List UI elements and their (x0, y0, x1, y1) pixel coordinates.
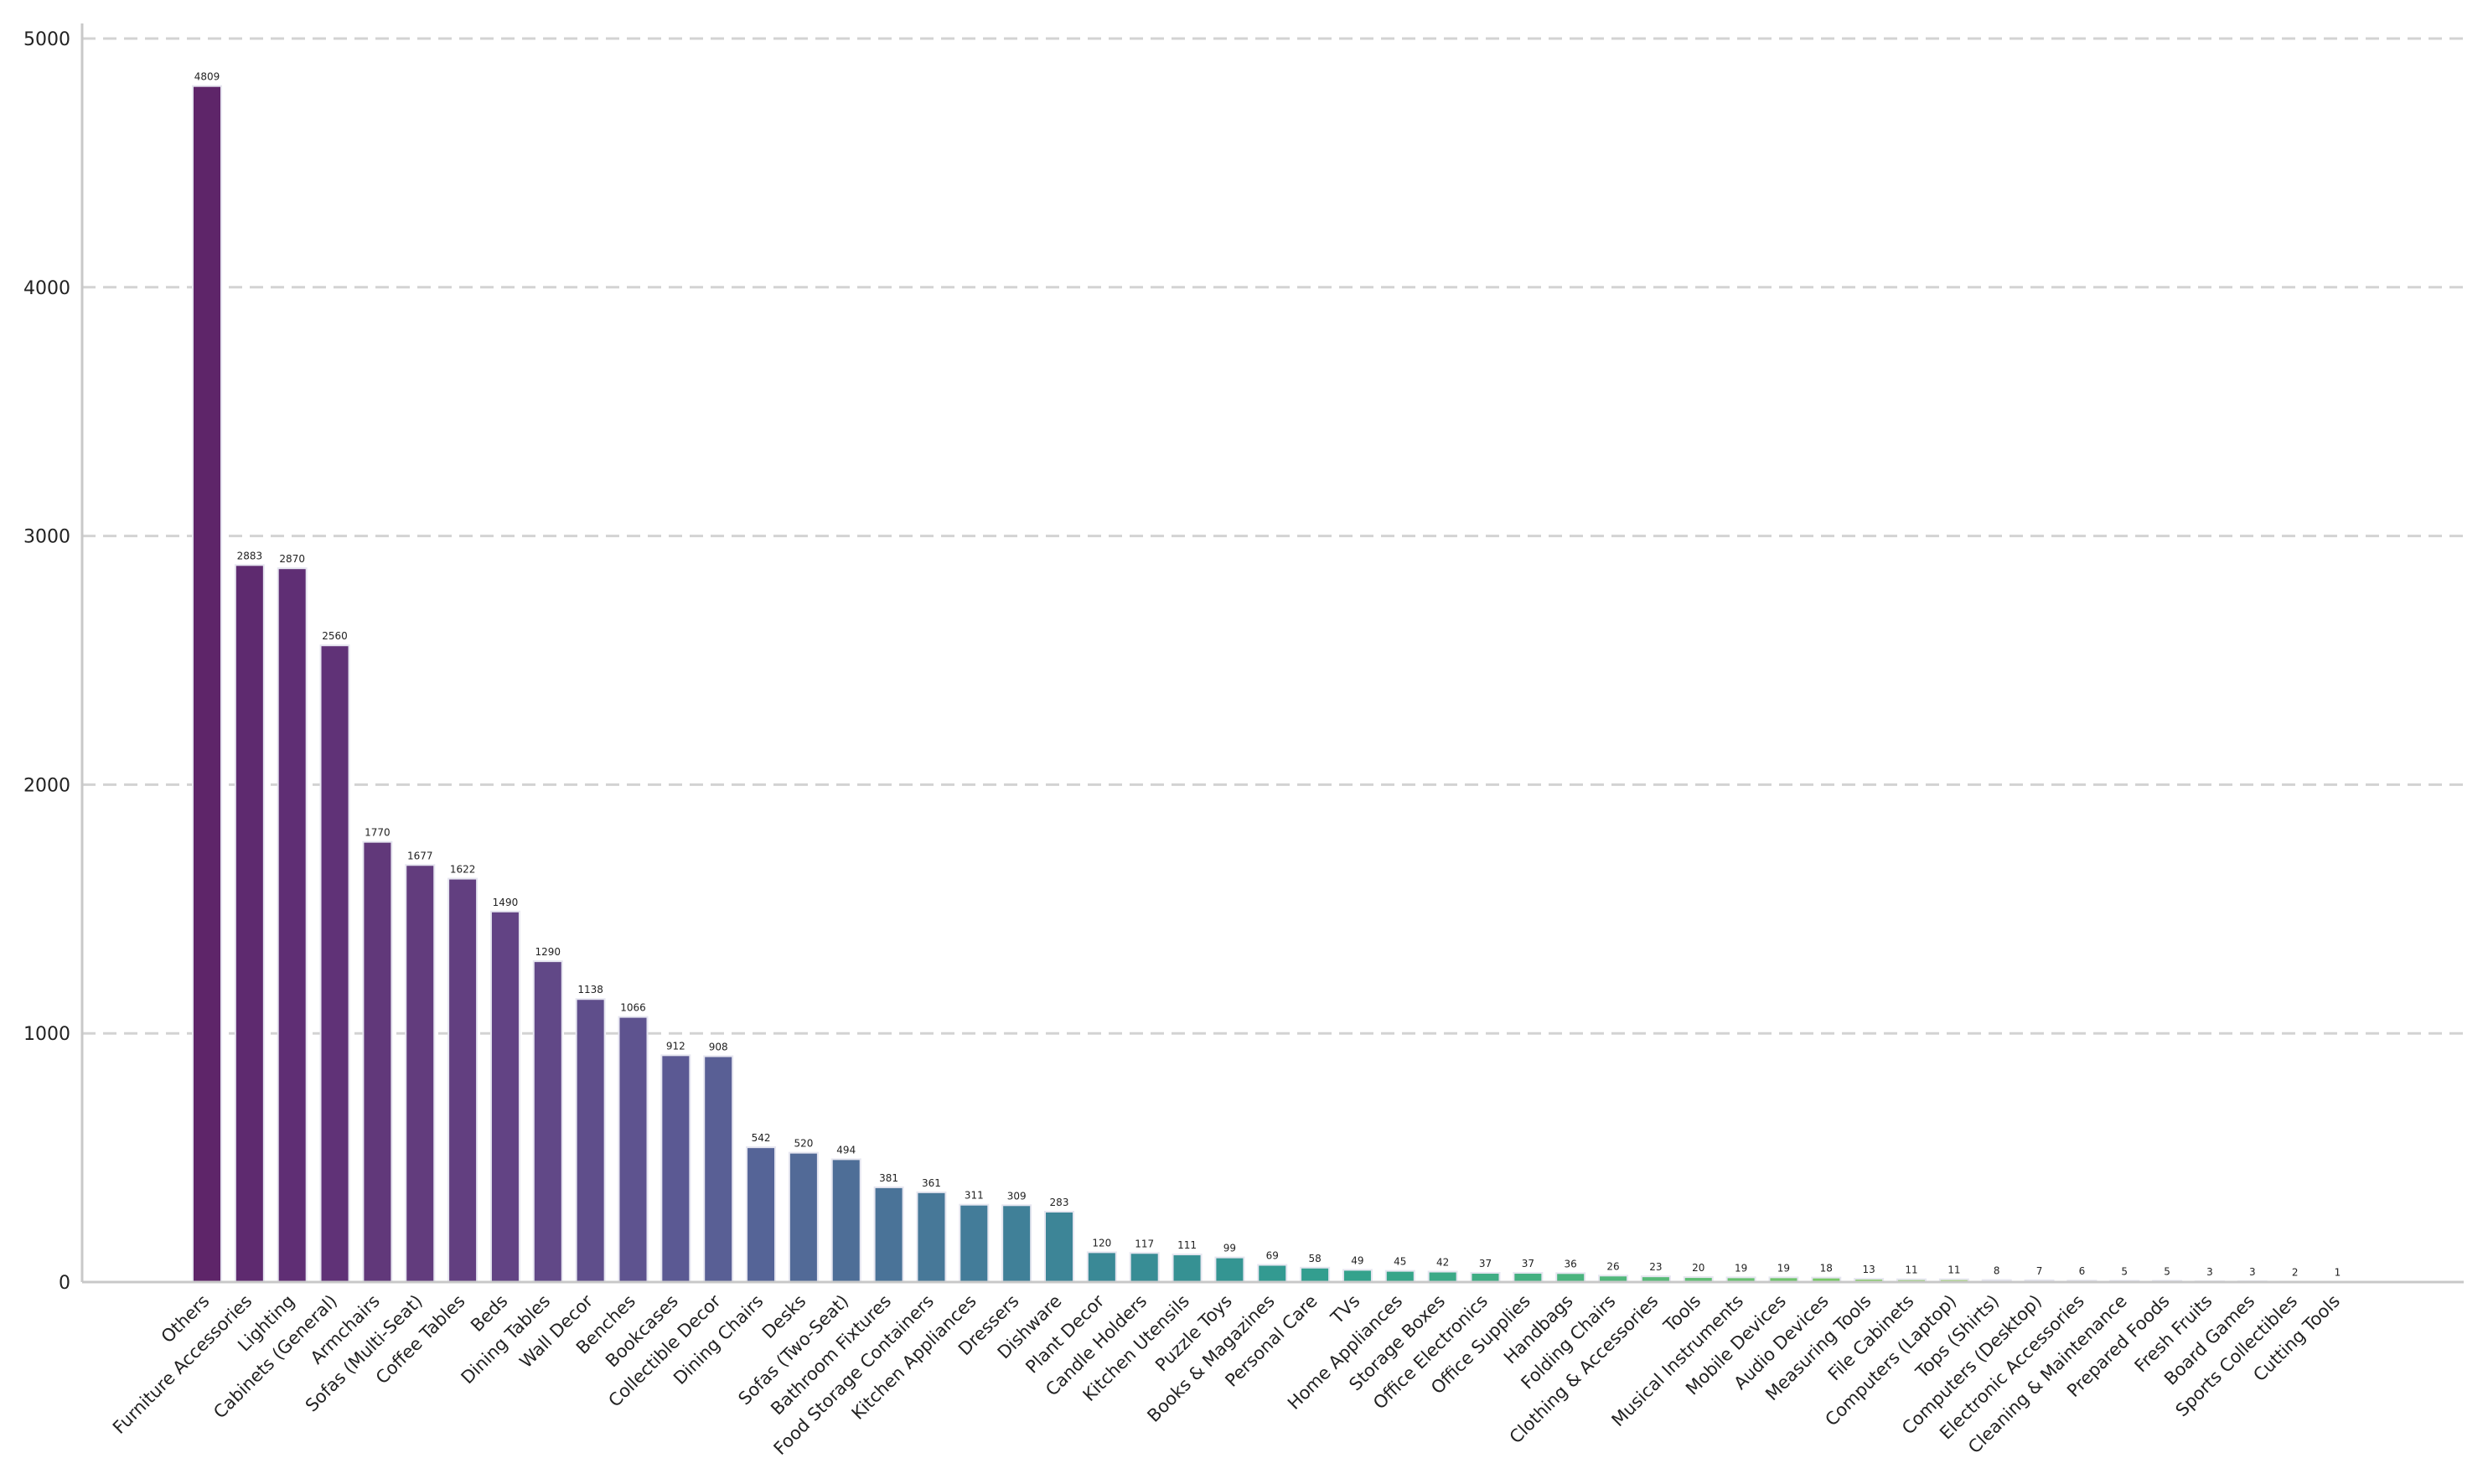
bar-value-label: 23 (1649, 1261, 1662, 1273)
bar-value-label: 37 (1522, 1258, 1534, 1269)
bar-value-label: 18 (1820, 1263, 1833, 1275)
bar (660, 1054, 691, 1283)
bar-value-label: 1066 (620, 1002, 646, 1014)
y-tick-label: 0 (59, 1273, 70, 1294)
bar (277, 567, 308, 1283)
bar (1086, 1251, 1117, 1284)
bar-value-label: 1490 (493, 897, 519, 908)
bar-value-label: 26 (1606, 1260, 1619, 1272)
grid-lines (82, 37, 2464, 1035)
bar (618, 1016, 649, 1283)
bar-value-label: 69 (1266, 1250, 1279, 1262)
bar-value-label: 1138 (577, 984, 603, 995)
y-tick-label: 3000 (23, 527, 70, 548)
bar-value-label: 7 (2036, 1265, 2043, 1277)
bar-value-label: 2560 (322, 630, 348, 642)
bar (703, 1055, 734, 1283)
bar-value-label: 11 (1905, 1264, 1917, 1276)
bar-value-label: 311 (965, 1190, 984, 1202)
bar (1214, 1256, 1245, 1284)
bar-value-label: 1 (2335, 1267, 2341, 1279)
bar-value-label: 49 (1351, 1254, 1363, 1266)
bar-value-label: 283 (1050, 1197, 1069, 1208)
bar (1513, 1272, 1544, 1284)
bar-value-label: 13 (1863, 1264, 1875, 1275)
bar (532, 960, 563, 1284)
x-tick-label: TVs (1327, 1291, 1364, 1329)
bar (788, 1151, 819, 1283)
bar (575, 998, 606, 1283)
bar (1300, 1266, 1331, 1284)
bar-value-label: 912 (666, 1040, 685, 1052)
bar-value-label: 494 (836, 1144, 856, 1156)
bar (746, 1146, 777, 1283)
bar (1427, 1270, 1458, 1284)
bar (405, 864, 436, 1283)
bar-value-label: 6 (2079, 1265, 2086, 1277)
bar (192, 85, 222, 1283)
bar (1342, 1269, 1373, 1283)
bar-value-label: 120 (1092, 1237, 1111, 1249)
bar-value-label: 111 (1177, 1239, 1197, 1251)
bar-value-label: 42 (1436, 1257, 1449, 1269)
bar (873, 1186, 904, 1283)
bar (1555, 1272, 1586, 1283)
bar (1384, 1269, 1415, 1284)
bar-value-label: 3 (2249, 1266, 2256, 1278)
bar-value-label: 5 (2121, 1266, 2128, 1278)
bar (489, 910, 520, 1283)
bar-value-label: 908 (709, 1042, 728, 1053)
bar-value-label: 99 (1223, 1243, 1236, 1254)
bar-value-label: 11 (1947, 1264, 1960, 1276)
bar (447, 877, 478, 1284)
bar (1470, 1272, 1501, 1284)
bar-value-label: 309 (1007, 1190, 1027, 1202)
bar-value-label: 381 (879, 1172, 898, 1184)
bar (1044, 1211, 1074, 1284)
bar-value-label: 1622 (450, 864, 476, 876)
y-tick-label: 1000 (23, 1024, 70, 1045)
bar (319, 644, 350, 1283)
bar-value-label: 117 (1135, 1238, 1154, 1249)
bar-value-label: 2870 (279, 553, 305, 565)
y-tick-label: 5000 (23, 29, 70, 50)
bar (830, 1158, 861, 1284)
bar-value-label: 20 (1692, 1262, 1704, 1274)
bar-value-label: 361 (922, 1177, 941, 1189)
bar-value-label: 19 (1735, 1262, 1747, 1274)
bar-value-label: 3 (2206, 1266, 2213, 1278)
bar (1001, 1204, 1032, 1284)
bar (959, 1203, 990, 1283)
bar-value-label: 542 (752, 1132, 771, 1144)
bar-value-label: 4809 (194, 71, 220, 83)
bar-value-label: 5 (2164, 1266, 2170, 1278)
y-tick-label: 4000 (23, 278, 70, 299)
bar-value-label: 2 (2292, 1266, 2299, 1278)
y-axis-ticks: 0 1000 2000 3000 4000 5000 (23, 29, 70, 1294)
bar (362, 840, 393, 1283)
bar (1129, 1252, 1160, 1284)
bar-value-label: 2883 (237, 550, 263, 561)
bar (1257, 1264, 1288, 1283)
bar-value-label: 1770 (365, 827, 391, 839)
bars (192, 85, 2353, 1284)
bar-value-label: 520 (794, 1138, 813, 1150)
bar (1172, 1254, 1203, 1283)
bar-value-label: 19 (1777, 1262, 1790, 1274)
bar-value-label: 45 (1394, 1256, 1406, 1268)
bar (234, 564, 265, 1283)
bar-value-label: 1677 (407, 850, 433, 861)
y-tick-label: 2000 (23, 775, 70, 796)
bar-value-label: 37 (1479, 1258, 1492, 1269)
bar-value-label: 8 (1994, 1265, 2000, 1277)
bar-value-label: 58 (1308, 1253, 1321, 1264)
bar-value-label: 36 (1565, 1258, 1577, 1269)
bar (916, 1191, 947, 1284)
bar-value-label: 1290 (535, 946, 561, 958)
